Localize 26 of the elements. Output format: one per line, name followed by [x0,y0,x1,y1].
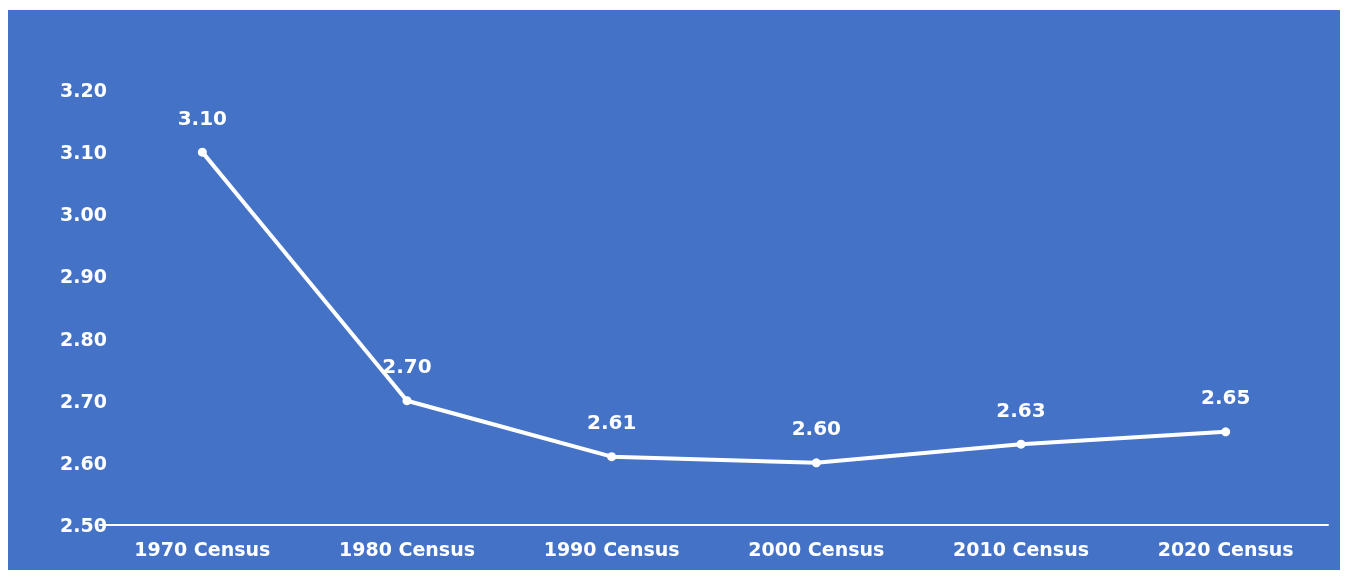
y-tick-label: 3.10 [60,141,107,164]
x-tick-label: 2020 Census [1157,537,1294,560]
y-tick-label: 2.70 [60,389,107,412]
point [402,396,412,406]
x-tick-label: 1980 Census [339,537,475,560]
data-label: 2.61 [586,410,637,435]
data-label: 2.60 [791,416,842,441]
point [607,452,617,462]
y-tick-label: 2.50 [60,514,107,536]
point [1016,439,1026,449]
x-tick-label: 1970 Census [134,537,271,560]
y-tick-label: 3.20 [60,79,107,101]
x-tick-label: 2000 Census [748,537,885,560]
data-label: 2.63 [996,397,1046,422]
point [811,458,821,468]
data-label: 2.70 [382,354,432,379]
y-tick-label: 2.60 [60,451,107,474]
data-label: 2.65 [1200,385,1251,410]
point [1221,427,1231,437]
point [197,147,207,157]
y-tick-label: 2.90 [60,265,107,288]
x-tick-label: 1990 Census [543,537,680,560]
y-tick-label: 2.80 [60,327,107,350]
y-tick-label: 3.00 [60,203,107,226]
x-tick-label: 2010 Census [953,537,1089,560]
data-label: 3.10 [177,105,228,130]
